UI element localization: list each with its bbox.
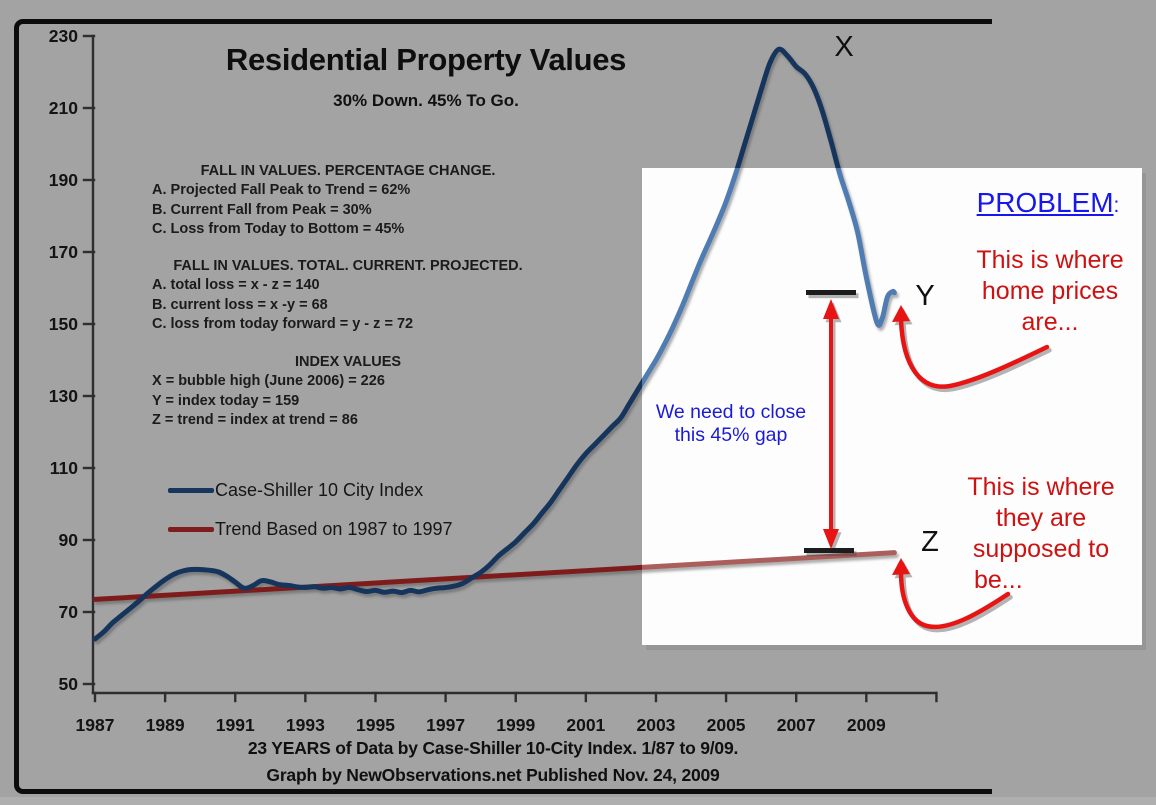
text-line: B. Current Fall from Peak = 30% [152, 201, 372, 218]
text-line: home prices [981, 277, 1119, 305]
curved-arrow-to-y-icon [898, 317, 1050, 389]
x-tick-label: 1999 [496, 715, 536, 735]
footer-data-source: 23 YEARS of Data by Case-Shiller 10-City… [247, 738, 739, 758]
text-line: A. Projected Fall Peak to Trend = 62% [152, 182, 411, 199]
gap-arrowhead-down-icon [823, 529, 839, 549]
note-where-supposed-to-be: This is where they are supposed to be... [946, 472, 1136, 596]
analysis-block-header: FALL IN VALUES. TOTAL. CURRENT. PROJECTE… [173, 258, 523, 274]
gap-note: We need to close this 45% gap [646, 401, 816, 447]
text-line: Y = index today = 159 [152, 392, 300, 409]
legend-label: Trend Based on 1987 to 1997 [215, 518, 453, 539]
problem-panel-box [642, 168, 1142, 645]
text-line: This is where [967, 473, 1115, 501]
note-where-prices-are: This is where home prices are... [952, 245, 1148, 338]
analysis-block-total-current-projected: FALL IN VALUES. TOTAL. CURRENT. PROJECTE… [152, 257, 544, 335]
text-line: X = bubble high (June 2006) = 226 [152, 373, 385, 390]
x-tick-label: 1991 [215, 715, 255, 735]
gap-arrowhead-up-icon [823, 299, 839, 319]
legend-line-swatch [168, 487, 214, 493]
case-shiller-line [92, 46, 897, 642]
series-lines-in-panel [642, 168, 897, 570]
y-tick-label: 70 [58, 602, 78, 622]
analysis-block-lines: A. total loss = x - z = 140 B. current lo… [152, 276, 544, 334]
z-level-tick-bar [804, 548, 854, 553]
text-line: C. Loss from Today to Bottom = 45% [152, 221, 405, 238]
chart-subtitle: 30% Down. 45% To Go. [333, 91, 519, 110]
x-tick-label: 2007 [776, 715, 816, 735]
x-tick-label: 2005 [706, 715, 746, 735]
y-tick-label: 110 [49, 458, 78, 478]
text-line: A. total loss = x - z = 140 [152, 277, 320, 294]
analysis-block-index-values: INDEX VALUES X = bubble high (June 2006)… [152, 353, 544, 431]
y-tick-label: 190 [48, 170, 78, 190]
marker-label-x: X [834, 31, 854, 63]
y-tick-label: 50 [58, 674, 78, 694]
y-tick-label: 130 [48, 386, 78, 406]
marker-label-y: Y [915, 280, 935, 312]
analysis-block-header: INDEX VALUES [294, 354, 402, 370]
analysis-block-lines: X = bubble high (June 2006) = 226 Y = ind… [152, 372, 544, 430]
text-line: Z = trend = index at trend = 86 [152, 412, 358, 429]
x-tick-label: 2003 [636, 715, 676, 735]
y-level-tick-bar [806, 290, 856, 295]
y-tick-label: 90 [58, 530, 78, 550]
axes [82, 34, 938, 703]
chart-legend: Case-Shiller 10 City Index Trend Based on… [168, 480, 453, 558]
axis-tick-marks [82, 34, 938, 703]
y-tick-label: 150 [48, 314, 78, 334]
x-tick-label: 2001 [566, 715, 606, 735]
legend-line-swatch [168, 526, 214, 532]
curved-arrow-to-z-icon [898, 569, 1011, 630]
y-tick-label: 210 [48, 98, 78, 118]
text-line: This is where [976, 246, 1124, 274]
gap-annotation [804, 290, 856, 553]
text-line: this 45% gap [674, 424, 788, 446]
bottom-shadow-strip [0, 797, 1156, 805]
curved-arrow-to-z-head-icon [892, 558, 910, 575]
footer-credit: Graph by NewObservations.net Published N… [266, 765, 720, 785]
chart-border-frame [14, 19, 992, 794]
problem-heading-colon: : [1113, 194, 1120, 217]
chart-title: Residential Property Values [225, 42, 627, 77]
x-tick-label: 1987 [75, 715, 115, 735]
y-tick-label: 170 [48, 242, 78, 262]
text-line: be... [974, 566, 1023, 594]
legend-item: Case-Shiller 10 City Index [168, 480, 453, 500]
x-tick-label: 1997 [426, 715, 466, 735]
text-line: they are [995, 504, 1087, 532]
arrow-annotations [892, 305, 1050, 630]
curved-arrow-to-y-head-icon [892, 305, 910, 322]
legend-item: Trend Based on 1987 to 1997 [168, 519, 453, 539]
trend-line-highlight [642, 550, 897, 570]
x-tick-label: 1989 [145, 715, 185, 735]
x-tick-label: 1993 [285, 715, 325, 735]
analysis-block-header: FALL IN VALUES. PERCENTAGE CHANGE. [200, 163, 496, 179]
text-line: C. loss from today forward = y - z = 72 [152, 316, 414, 333]
analysis-block-lines: A. Projected Fall Peak to Trend = 62% B. … [152, 181, 544, 239]
text-line: B. current loss = x -y = 68 [152, 296, 328, 313]
problem-heading-text: PROBLEM [976, 187, 1114, 218]
x-tick-label: 2009 [846, 715, 886, 735]
x-tick-label: 1995 [356, 715, 395, 735]
text-line: are... [1021, 308, 1079, 336]
analysis-block-percentage-change: FALL IN VALUES. PERCENTAGE CHANGE. A. Pr… [152, 162, 544, 240]
marker-label-z: Z [921, 526, 939, 558]
y-tick-label: 230 [48, 26, 78, 46]
legend-label: Case-Shiller 10 City Index [215, 479, 424, 500]
text-line: supposed to [972, 535, 1110, 563]
problem-heading: PROBLEM: [946, 187, 1150, 219]
text-line: We need to close [655, 401, 807, 423]
